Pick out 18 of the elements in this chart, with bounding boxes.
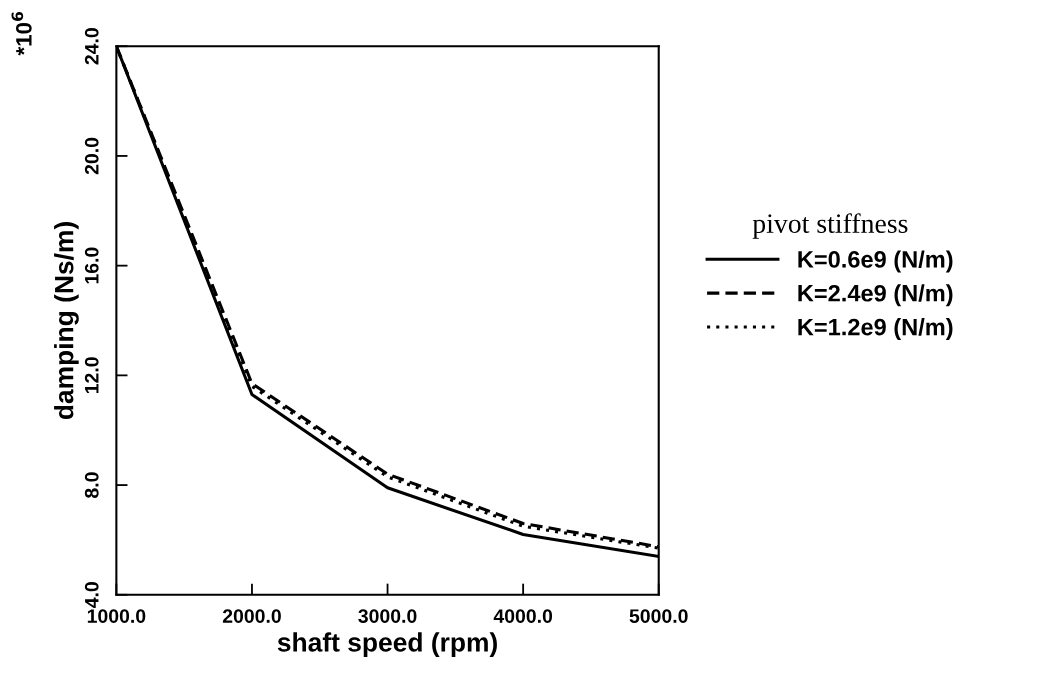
x-tick-label: 3000.0 [358, 609, 417, 623]
y-tick-label: 12.0 [84, 357, 99, 394]
text: *10$^{6}$ [11, 11, 32, 56]
x-tick-label: 5000.0 [629, 609, 688, 623]
x-tick-label: 4000.0 [493, 609, 553, 623]
x-axis-title: shaft speed (rpm) [277, 632, 497, 657]
y-tick-label: 20.0 [84, 137, 99, 175]
y-tick-label: 4.0 [84, 582, 99, 608]
legend-label: K=0.6e9 (N/m) [798, 250, 953, 273]
legend-title: pivot stiffness [752, 213, 908, 239]
y-tick-label: 16.0 [84, 247, 99, 284]
legend-label: K=2.4e9 (N/m) [798, 284, 953, 307]
x-tick-label: 1000.0 [87, 609, 146, 623]
y-tick-label: 8.0 [84, 472, 99, 498]
legend-label: K=1.2e9 (N/m) [798, 318, 953, 341]
y-tick-label: 24.0 [84, 28, 99, 65]
y-axis-title: damping (Ns/m) [54, 222, 79, 420]
x-tick-label: 2000.0 [222, 609, 281, 623]
